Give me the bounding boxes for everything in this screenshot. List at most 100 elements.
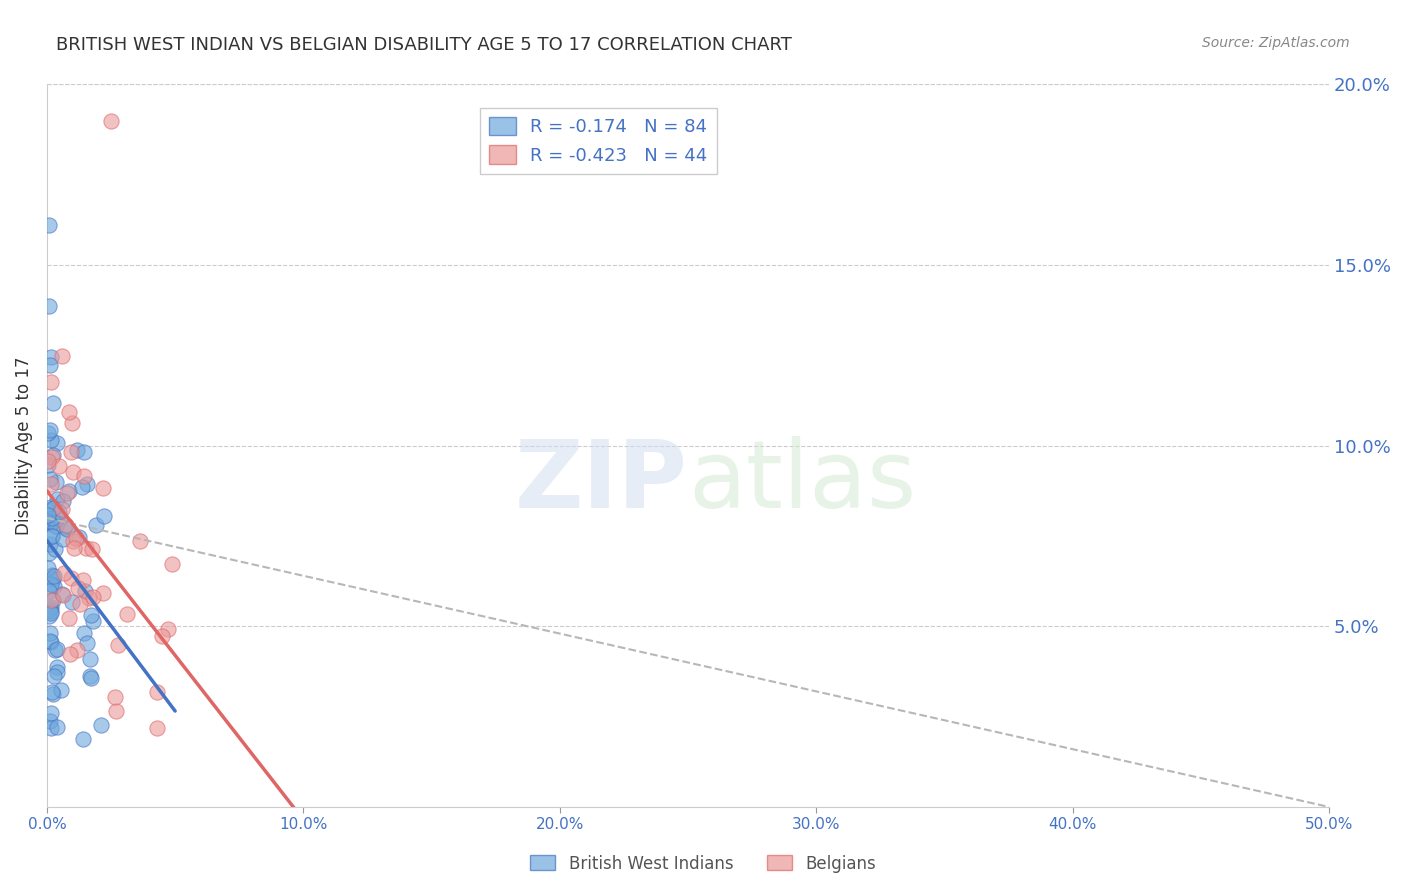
Belgians xyxy=(117,607,139,621)
British West Indians xyxy=(45,436,67,450)
British West Indians xyxy=(84,518,107,533)
Belgians xyxy=(107,638,129,652)
Belgians xyxy=(91,585,114,599)
British West Indians xyxy=(69,530,91,544)
British West Indians xyxy=(45,516,67,530)
British West Indians xyxy=(72,731,94,746)
British West Indians xyxy=(38,299,60,313)
British West Indians xyxy=(39,706,62,721)
Belgians xyxy=(41,450,63,464)
Belgians xyxy=(82,542,104,557)
British West Indians xyxy=(39,635,62,649)
Belgians xyxy=(91,481,114,495)
British West Indians xyxy=(39,600,62,615)
Belgians xyxy=(146,684,169,698)
British West Indians xyxy=(76,476,98,491)
Belgians xyxy=(100,113,122,128)
British West Indians xyxy=(37,561,59,575)
British West Indians xyxy=(37,515,59,529)
Belgians xyxy=(150,629,173,643)
British West Indians xyxy=(44,579,66,593)
British West Indians xyxy=(44,542,66,557)
Belgians xyxy=(51,502,73,516)
British West Indians xyxy=(58,484,80,499)
Text: ZIP: ZIP xyxy=(515,436,688,528)
Belgians xyxy=(60,416,83,430)
British West Indians xyxy=(51,532,73,546)
British West Indians xyxy=(73,583,96,598)
Belgians xyxy=(75,541,97,556)
British West Indians xyxy=(37,458,59,472)
British West Indians xyxy=(56,522,79,536)
Belgians xyxy=(69,598,91,612)
British West Indians xyxy=(38,537,60,551)
British West Indians xyxy=(41,395,63,409)
British West Indians xyxy=(73,445,96,459)
Belgians xyxy=(156,622,179,636)
British West Indians xyxy=(41,515,63,529)
British West Indians xyxy=(37,516,59,530)
British West Indians xyxy=(51,682,73,697)
British West Indians xyxy=(42,500,65,515)
British West Indians xyxy=(42,687,65,701)
British West Indians xyxy=(44,569,66,583)
Belgians xyxy=(58,405,80,419)
Belgians xyxy=(129,534,152,549)
British West Indians xyxy=(46,720,69,734)
British West Indians xyxy=(41,511,63,525)
British West Indians xyxy=(79,669,101,683)
British West Indians xyxy=(39,576,62,591)
British West Indians xyxy=(41,685,63,699)
British West Indians xyxy=(90,717,112,731)
British West Indians xyxy=(44,643,66,657)
British West Indians xyxy=(38,546,60,560)
British West Indians xyxy=(45,641,67,656)
British West Indians xyxy=(72,625,94,640)
Belgians xyxy=(59,445,82,459)
Belgians xyxy=(77,591,100,605)
Belgians xyxy=(63,541,86,555)
Legend: R = -0.174   N = 84, R = -0.423   N = 44: R = -0.174 N = 84, R = -0.423 N = 44 xyxy=(479,108,717,174)
British West Indians xyxy=(60,595,83,609)
British West Indians xyxy=(38,608,60,623)
British West Indians xyxy=(49,512,72,526)
Belgians xyxy=(41,593,63,607)
Text: BRITISH WEST INDIAN VS BELGIAN DISABILITY AGE 5 TO 17 CORRELATION CHART: BRITISH WEST INDIAN VS BELGIAN DISABILIT… xyxy=(56,36,792,54)
British West Indians xyxy=(42,592,65,607)
British West Indians xyxy=(45,518,67,533)
British West Indians xyxy=(39,500,62,514)
British West Indians xyxy=(39,434,62,448)
British West Indians xyxy=(45,660,67,674)
British West Indians xyxy=(39,605,62,619)
Belgians xyxy=(48,459,70,474)
Belgians xyxy=(62,465,84,479)
British West Indians xyxy=(76,635,98,649)
British West Indians xyxy=(37,515,59,529)
British West Indians xyxy=(72,480,94,494)
Belgians xyxy=(72,573,94,587)
Text: Source: ZipAtlas.com: Source: ZipAtlas.com xyxy=(1202,36,1350,50)
Belgians xyxy=(105,704,128,718)
Belgians xyxy=(62,534,84,549)
British West Indians xyxy=(45,491,67,506)
British West Indians xyxy=(38,423,60,437)
British West Indians xyxy=(39,606,62,620)
British West Indians xyxy=(38,634,60,648)
Belgians xyxy=(160,557,183,571)
British West Indians xyxy=(42,501,65,516)
British West Indians xyxy=(37,425,59,440)
British West Indians xyxy=(93,509,115,524)
British West Indians xyxy=(38,219,60,233)
Belgians xyxy=(52,588,75,602)
Belgians xyxy=(66,581,89,595)
British West Indians xyxy=(80,608,103,623)
British West Indians xyxy=(38,583,60,598)
Belgians xyxy=(39,375,62,389)
Belgians xyxy=(73,468,96,483)
British West Indians xyxy=(37,508,59,523)
British West Indians xyxy=(66,443,89,458)
Belgians xyxy=(55,517,77,532)
Belgians xyxy=(65,532,87,546)
British West Indians xyxy=(41,528,63,542)
British West Indians xyxy=(39,602,62,616)
